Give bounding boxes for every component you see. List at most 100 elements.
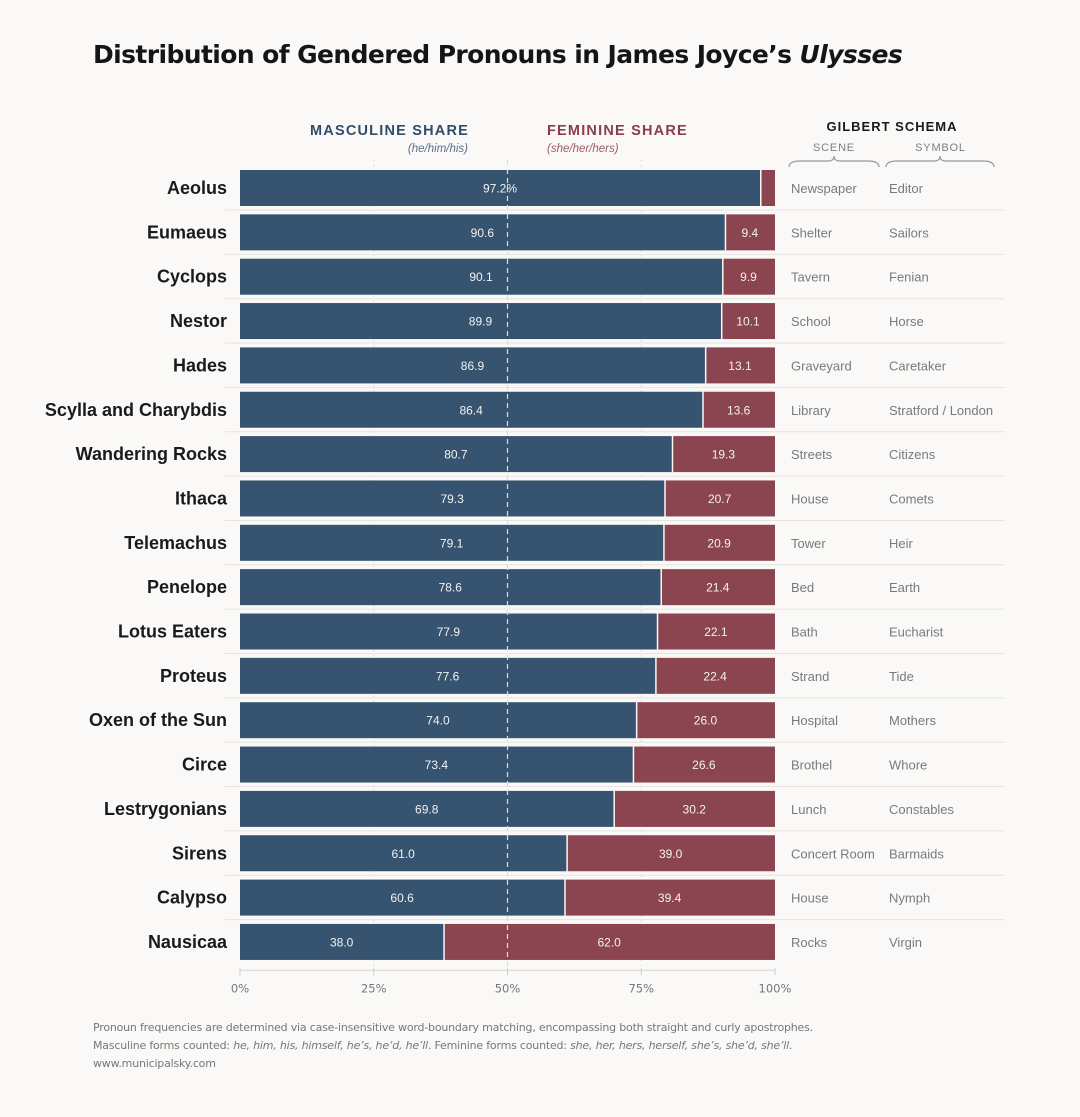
symbol-cell: Tide: [889, 669, 914, 684]
masculine-bar: [240, 835, 567, 872]
feminine-value-label: 22.1: [704, 625, 728, 639]
category-label: Aeolus: [167, 178, 227, 198]
feminine-value-label: 62.0: [597, 935, 621, 949]
masculine-value-label: 38.0: [330, 935, 354, 949]
symbol-cell: Mothers: [889, 713, 936, 728]
feminine-value-label: 26.0: [694, 714, 718, 728]
masculine-bar: [240, 613, 657, 650]
masculine-bar: [240, 347, 705, 384]
masculine-value-label: 77.6: [436, 669, 460, 683]
feminine-value-label: 9.9: [740, 270, 757, 284]
masculine-bar: [240, 214, 725, 251]
footnote: Pronoun frequencies are determined via c…: [93, 1019, 813, 1073]
masculine-bar: [240, 657, 656, 694]
feminine-bar: [761, 170, 775, 206]
masculine-bar: [240, 524, 664, 561]
feminine-bar: [656, 657, 775, 694]
scene-column-header: SCENE: [813, 142, 855, 154]
feminine-value-label: 13.1: [728, 359, 752, 373]
masculine-bar: [240, 480, 665, 517]
feminine-header: FEMININE SHARE: [547, 123, 688, 139]
masculine-bar: [240, 303, 721, 340]
masculine-bar: [240, 790, 614, 827]
masculine-bar: [240, 436, 672, 473]
masculine-bar: [240, 702, 636, 739]
feminine-bar: [634, 746, 775, 783]
feminine-value-label: 39.4: [658, 891, 682, 905]
category-label: Lestrygonians: [104, 799, 227, 819]
scene-cell: Lunch: [791, 802, 826, 817]
scene-cell: Bed: [791, 580, 814, 595]
masculine-value-label: 97.2%: [483, 182, 517, 196]
scene-cell: Streets: [791, 447, 833, 462]
masculine-value-label: 69.8: [415, 802, 439, 816]
symbol-cell: Editor: [889, 181, 924, 196]
masculine-bar: [240, 170, 761, 206]
feminine-value-label: 20.9: [707, 536, 731, 550]
stacked-bar-chart: Aeolus 97.2% Newspaper Editor Eumaeus 90.6 9.4…: [45, 160, 1005, 995]
feminine-bar: [637, 702, 775, 739]
feminine-bar: [665, 480, 775, 517]
scene-cell: Tower: [791, 536, 826, 551]
source-url: www.municipalsky.com: [93, 1057, 216, 1070]
masculine-value-label: 89.9: [469, 315, 493, 329]
feminine-bar: [567, 835, 775, 872]
category-label: Calypso: [157, 888, 227, 908]
category-label: Telemachus: [124, 533, 227, 553]
masculine-bar: [240, 258, 723, 295]
symbol-cell: Stratford / London: [889, 403, 993, 418]
chart-title: Distribution of Gendered Pronouns in Jam…: [93, 40, 903, 69]
masculine-value-label: 60.6: [390, 891, 414, 905]
symbol-cell: Constables: [889, 802, 955, 817]
scene-cell: Hospital: [791, 713, 838, 728]
masculine-value-label: 74.0: [426, 714, 450, 728]
masculine-value-label: 79.3: [440, 492, 464, 506]
scene-cell: Concert Room: [791, 846, 875, 861]
feminine-value-label: 26.6: [692, 758, 716, 772]
symbol-cell: Barmaids: [889, 846, 944, 861]
feminine-bar: [565, 879, 775, 916]
masculine-value-label: 90.6: [471, 226, 495, 240]
category-label: Oxen of the Sun: [89, 710, 227, 730]
feminine-value-label: 20.7: [708, 492, 732, 506]
category-label: Proteus: [160, 666, 227, 686]
symbol-cell: Fenian: [889, 270, 929, 285]
symbol-column-header: SYMBOL: [915, 142, 966, 154]
feminine-bar: [722, 303, 775, 340]
symbol-cell: Eucharist: [889, 625, 944, 640]
symbol-cell: Nymph: [889, 891, 930, 906]
feminine-value-label: 22.4: [703, 669, 727, 683]
feminine-value-label: 30.2: [683, 802, 707, 816]
title-text: Distribution of Gendered Pronouns in Jam…: [93, 40, 800, 69]
symbol-cell: Heir: [889, 536, 914, 551]
scene-cell: Shelter: [791, 225, 833, 240]
symbol-cell: Earth: [889, 580, 920, 595]
masculine-bar: [240, 569, 661, 606]
scene-cell: Graveyard: [791, 358, 852, 373]
masculine-value-label: 86.4: [459, 403, 483, 417]
masculine-value-label: 73.4: [425, 758, 449, 772]
category-label: Ithaca: [175, 488, 228, 508]
scene-cell: Brothel: [791, 758, 832, 773]
footnote-line-2: Masculine forms counted: he, him, his, h…: [93, 1039, 793, 1052]
scene-cell: Newspaper: [791, 181, 857, 196]
x-tick-label: 50%: [495, 981, 521, 995]
masculine-header: MASCULINE SHARE: [310, 123, 469, 139]
masculine-value-label: 86.9: [461, 359, 485, 373]
category-label: Wandering Rocks: [76, 444, 227, 464]
category-label: Circe: [182, 755, 227, 775]
masculine-value-label: 79.1: [440, 536, 464, 550]
masculine-value-label: 80.7: [444, 448, 468, 462]
symbol-cell: Sailors: [889, 225, 929, 240]
category-label: Scylla and Charybdis: [45, 400, 227, 420]
feminine-bar: [662, 569, 775, 606]
feminine-bar: [726, 214, 775, 251]
scene-cell: School: [791, 314, 831, 329]
feminine-bar: [444, 923, 775, 960]
category-label: Hades: [173, 355, 227, 375]
feminine-value-label: 21.4: [706, 581, 730, 595]
symbol-cell: Virgin: [889, 935, 922, 950]
feminine-value-label: 9.4: [742, 226, 759, 240]
scene-brace-icon: [788, 155, 880, 168]
feminine-bar: [706, 347, 775, 384]
